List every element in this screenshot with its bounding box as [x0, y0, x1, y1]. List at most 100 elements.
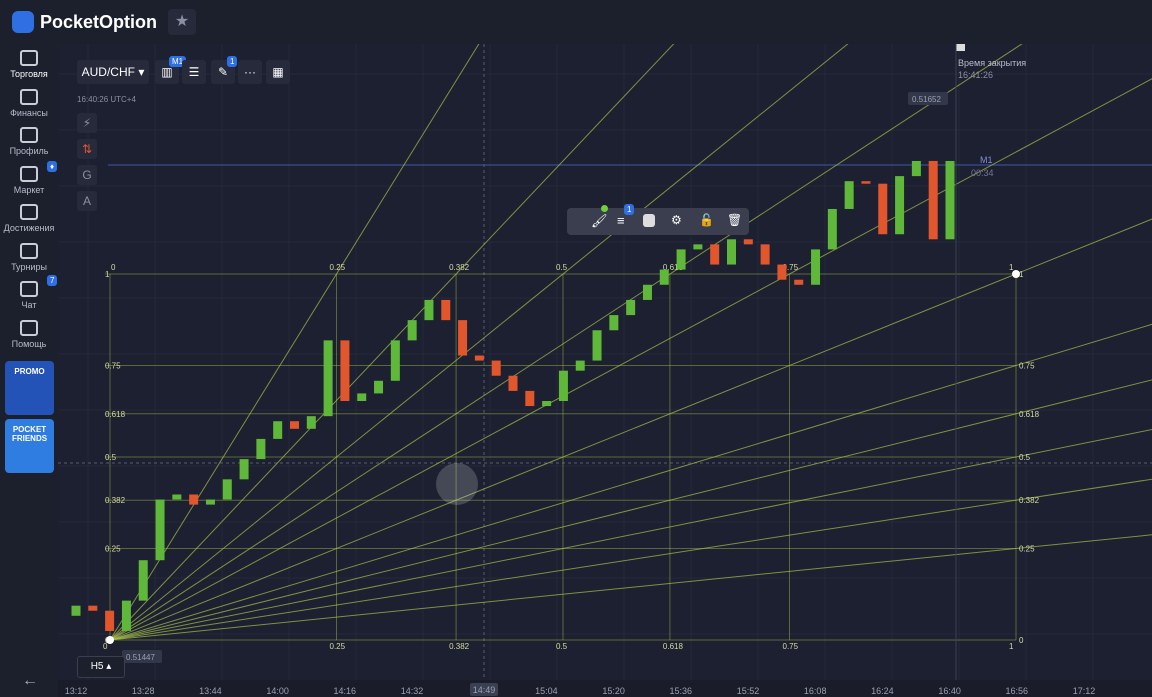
candle: [239, 459, 249, 480]
candle: [508, 375, 518, 391]
fib-label: 1: [105, 270, 110, 279]
lines-badge: 1: [624, 204, 635, 215]
fib-label: 0.75: [783, 642, 799, 651]
logo[interactable]: PocketOption: [12, 11, 157, 33]
time-label: 14:00: [266, 686, 289, 696]
fan-line: [109, 429, 1152, 641]
candle: [575, 360, 585, 371]
fib-label: 0.618: [663, 642, 684, 651]
price-high: 0.51652: [908, 92, 948, 105]
tool-button[interactable]: ⇅: [77, 139, 97, 159]
candle: [642, 284, 652, 300]
nav-label: Турниры: [11, 261, 47, 272]
fib-label: 0.25: [105, 545, 121, 554]
lines-tool[interactable]: ≡: [617, 213, 625, 228]
fib-label: 0.618: [663, 263, 684, 272]
candle: [794, 279, 804, 285]
nav-label: Маркет: [13, 184, 45, 195]
candle: [273, 421, 283, 439]
candle: [710, 244, 720, 265]
fib-label: 0.618: [1019, 410, 1040, 419]
time-label: 16:08: [804, 686, 827, 696]
candle: [340, 340, 350, 402]
nav-item[interactable]: Чат: [0, 281, 58, 310]
price-high-box: [908, 92, 948, 105]
nav-item[interactable]: Турниры: [0, 242, 58, 272]
candle: [474, 355, 484, 361]
candle: [844, 181, 854, 209]
nav-item[interactable]: Торговля: [0, 50, 58, 79]
back-arrow: ←: [22, 672, 38, 689]
lock-tool[interactable]: 🔓: [699, 213, 714, 227]
nav-item[interactable]: Финансы: [0, 88, 58, 118]
fan-line: [109, 379, 1152, 641]
candle: [407, 320, 417, 341]
nav-item[interactable]: Достижения: [0, 204, 58, 233]
color-dot: [601, 205, 608, 212]
fan-line: [109, 44, 1023, 641]
more-button[interactable]: ···: [238, 60, 262, 84]
candle: [121, 600, 131, 631]
candle: [105, 610, 115, 631]
favorite-button[interactable]: ★: [168, 9, 196, 35]
candle: [827, 208, 837, 250]
promo-banner[interactable]: PROMO: [5, 361, 54, 415]
fib-label: 0: [1019, 636, 1024, 645]
top-bar: PocketOption ★: [0, 0, 1152, 45]
sidebar: Торговля Финансы Профиль Маркет Достижения Ту…: [0, 44, 58, 697]
time-label: 15:36: [670, 686, 693, 696]
settings-tool[interactable]: ⚙: [671, 213, 682, 227]
tool-button[interactable]: A: [77, 191, 97, 211]
fib-label: 0.75: [105, 362, 121, 371]
candle: [155, 499, 165, 561]
candle: [189, 494, 199, 505]
candle: [424, 299, 434, 321]
price-low-box: [122, 650, 162, 663]
indicators-button[interactable]: ☰: [182, 60, 206, 84]
tool-button[interactable]: G: [77, 165, 97, 185]
candle: [945, 160, 955, 240]
fill-tool[interactable]: [643, 214, 655, 227]
fib-label: 1: [1019, 270, 1024, 279]
candle: [676, 249, 686, 270]
fib-label: 0.75: [783, 263, 799, 272]
nav-label: Помощь: [11, 338, 47, 349]
delete-tool[interactable]: 🗑: [727, 213, 743, 227]
candle: [441, 299, 451, 321]
fan-line: [109, 44, 480, 641]
candle: [911, 160, 921, 177]
cursor-time-box: [470, 683, 498, 696]
candle: [205, 499, 215, 505]
candle: [256, 438, 266, 460]
fib-label: 0.25: [330, 642, 346, 651]
fib-label: 0.382: [449, 642, 470, 651]
time-label: 13:12: [65, 686, 88, 696]
anchor-point: [1012, 270, 1020, 278]
fib-label: 0: [111, 263, 116, 272]
server-time: 16:40:26 UTC+4: [77, 95, 136, 104]
time-label: 13:28: [132, 686, 155, 696]
fib-label: 0.75: [1019, 362, 1035, 371]
time-label: 15:52: [737, 686, 760, 696]
tool-button[interactable]: ⚡: [77, 113, 97, 133]
candle: [760, 244, 770, 265]
nav-icon: [20, 127, 38, 143]
candle: [323, 340, 333, 417]
nav-icon: [20, 50, 38, 66]
pair-selector[interactable]: AUD/CHF ▾: [77, 60, 149, 84]
fib-label: 0.5: [556, 263, 568, 272]
nav-item[interactable]: Маркет: [0, 165, 58, 195]
style-tool[interactable]: 🖌: [591, 213, 608, 228]
layout-button[interactable]: ▦: [266, 60, 290, 84]
period-selector[interactable]: H5 ▴: [77, 656, 125, 678]
candle: [491, 360, 501, 376]
friends-banner[interactable]: POCKET FRIENDS: [5, 419, 54, 473]
nav-item[interactable]: Профиль: [0, 127, 58, 156]
logo-text: PocketOption: [40, 11, 158, 32]
nav-icon: [20, 319, 38, 336]
fib-label: 0.25: [1019, 545, 1035, 554]
fib-label: 0.382: [105, 496, 126, 505]
period: H5: [90, 661, 104, 672]
fan-line: [109, 218, 1152, 641]
nav-item[interactable]: Помощь: [0, 319, 58, 349]
